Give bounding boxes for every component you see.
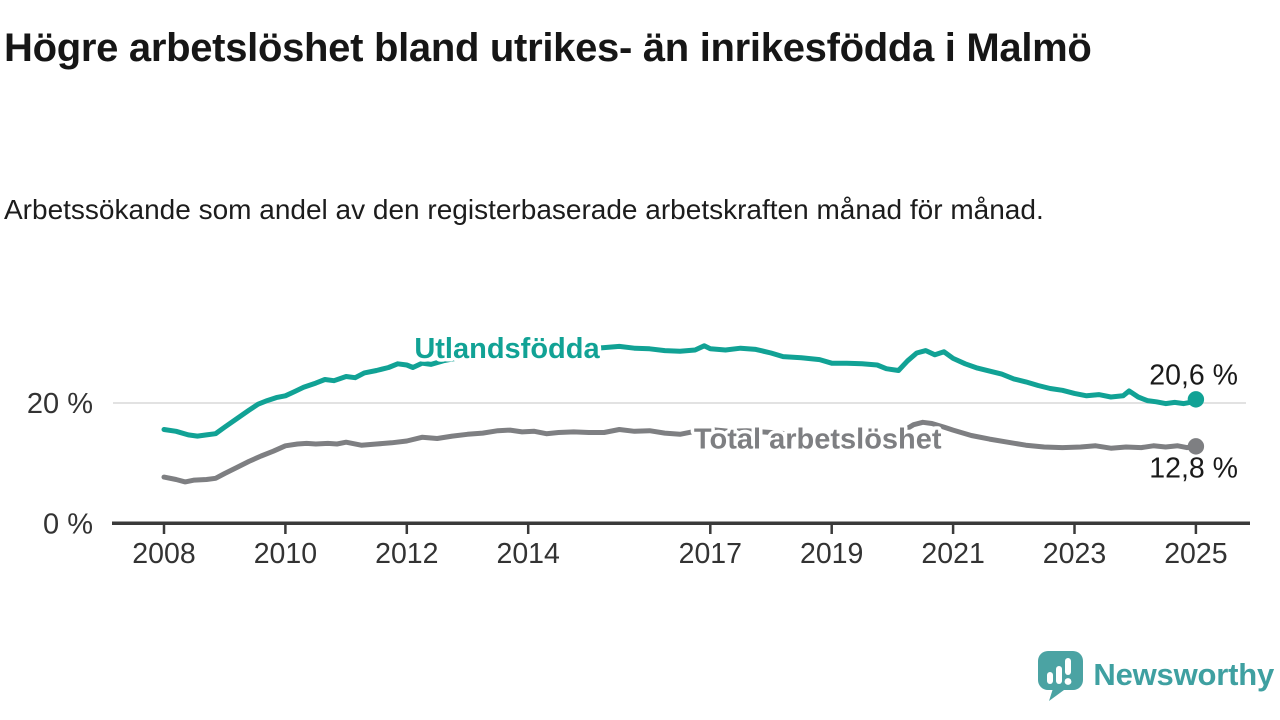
x-tick-label-2008: 2008	[132, 538, 195, 570]
end-dot-total-arbetsloshet	[1187, 438, 1205, 455]
series-label-utlandsfodda: Utlandsfödda	[414, 333, 600, 365]
newsworthy-logo-text: Newsworthy	[1093, 657, 1274, 692]
series-label-total-arbetsloshet: Total arbetslöshet	[694, 424, 942, 456]
line-chart: 0 % 20 % Utlandsfödda Total arbetslöshet 20,…	[27, 330, 1250, 570]
x-tick-label-2014: 2014	[496, 538, 560, 570]
x-tick-label-2021: 2021	[921, 538, 984, 570]
x-tick-label-2023: 2023	[1043, 538, 1106, 570]
x-tick-label-2017: 2017	[679, 538, 742, 570]
y-tick-label-0: 0 %	[43, 508, 93, 540]
x-tick-label-2012: 2012	[375, 538, 438, 570]
x-tick-label-2025: 2025	[1164, 538, 1227, 570]
end-dot-utlandsfodda	[1187, 391, 1205, 408]
end-value-label-total-arbetsloshet: 12,8 %	[1149, 452, 1238, 484]
x-tick-label-2010: 2010	[254, 538, 317, 570]
x-tick-label-2019: 2019	[800, 538, 863, 570]
chart-subtitle: Arbetssökande som andel av den registerb…	[4, 194, 1044, 225]
series-line-total-arbetsloshet	[161, 419, 1199, 485]
page-title: Högre arbetslöshet bland utrikes- än inr…	[4, 26, 1092, 70]
series-line-utlandsfodda	[161, 343, 1199, 439]
end-value-label-utlandsfodda: 20,6 %	[1149, 359, 1238, 391]
newsworthy-bubble-chart-icon	[1038, 650, 1084, 701]
y-tick-label-20: 20 %	[27, 388, 93, 420]
newsworthy-logo: Newsworthy	[1036, 648, 1274, 702]
